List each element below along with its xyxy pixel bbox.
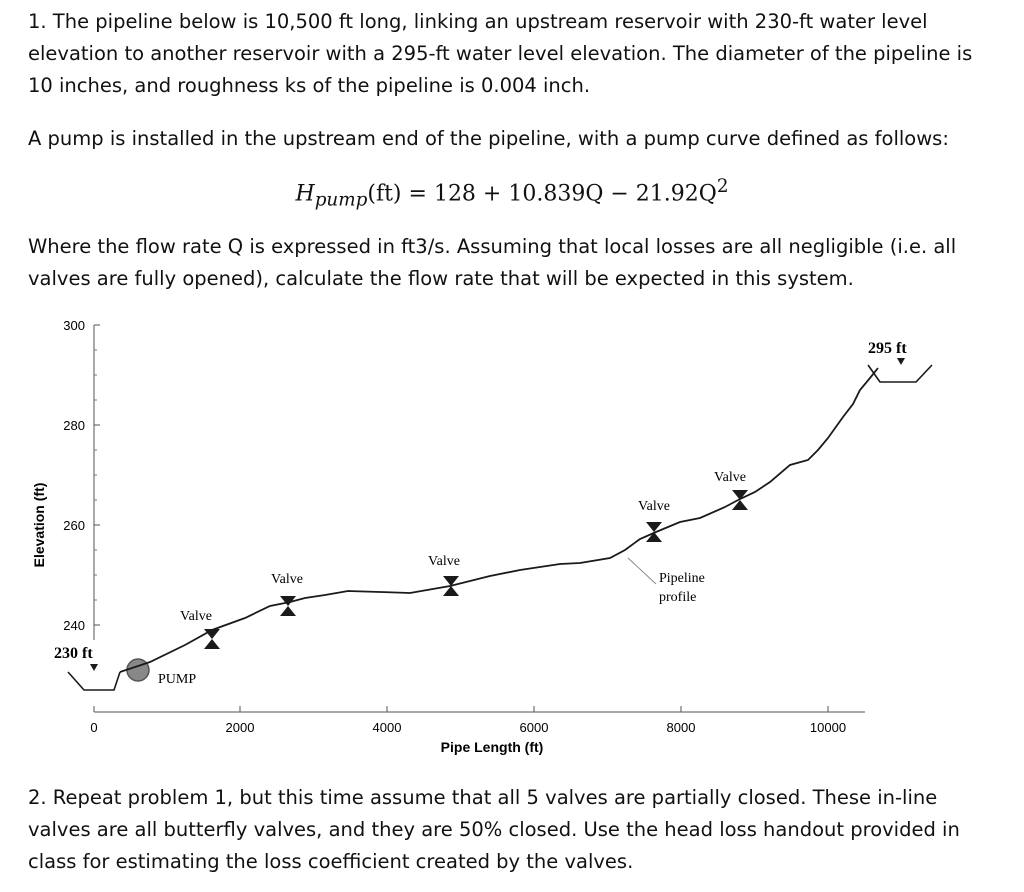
valve-5: Valve — [714, 470, 748, 510]
valve-icon — [280, 596, 296, 616]
x-tick-label: 0 — [90, 720, 97, 735]
valve-icon — [443, 576, 459, 596]
y-tick-label: 280 — [63, 418, 85, 433]
valve-4: Valve — [638, 499, 670, 542]
pipeline-diagram: 300 280 260 240 Elevation (ft) 0 2000 40… — [31, 318, 933, 755]
pipeline-profile-line — [119, 367, 879, 673]
equation-exponent: 2 — [716, 176, 729, 197]
pump-curve-equation: Hpump(ft) = 128 + 10.839Q − 21.92Q2 — [0, 176, 1024, 211]
pipeline-callout-line — [627, 557, 657, 585]
valve-label: Valve — [180, 609, 212, 624]
equation-rhs: = 128 + 10.839Q − 21.92Q — [408, 181, 717, 207]
equation-unit: (ft) — [367, 181, 402, 207]
y-tick-label: 240 — [63, 618, 85, 633]
problem-1-question: Where the flow rate Q is expressed in ft… — [28, 235, 957, 290]
y-tick-label: 260 — [63, 518, 85, 533]
upstream-water-marker-icon — [90, 664, 98, 671]
x-tick-label: 8000 — [667, 720, 696, 735]
valve-label: Valve — [714, 470, 746, 485]
upstream-reservoir — [67, 671, 121, 691]
pipeline-label: profile — [659, 590, 696, 605]
y-axis-label: Elevation (ft) — [31, 483, 47, 568]
x-tick-label: 4000 — [373, 720, 402, 735]
pump-icon — [126, 658, 150, 682]
upstream-level-label: 230 ft — [54, 645, 93, 662]
equation-subscript: pump — [314, 189, 368, 211]
x-axis-label: Pipe Length (ft) — [441, 739, 544, 755]
valve-label: Valve — [638, 499, 670, 514]
downstream-water-marker-icon — [897, 358, 905, 365]
valve-3: Valve — [428, 554, 460, 596]
valve-label: Valve — [271, 572, 303, 587]
valve-2: Valve — [271, 572, 303, 616]
downstream-level-label: 295 ft — [868, 340, 907, 357]
valve-icon — [204, 629, 220, 649]
x-tick-label: 6000 — [520, 720, 549, 735]
y-tick-label: 300 — [63, 318, 85, 333]
pump-sentence: A pump is installed in the upstream end … — [28, 127, 949, 150]
pipeline-figure: 300 280 260 240 Elevation (ft) 0 2000 40… — [0, 300, 1024, 770]
pipeline-label: Pipeline — [659, 571, 705, 586]
valve-label: Valve — [428, 554, 460, 569]
problem-2-text: 2. Repeat problem 1, but this time assum… — [28, 786, 960, 873]
pump-label: PUMP — [158, 672, 196, 687]
x-tick-label: 10000 — [810, 720, 846, 735]
valve-icon — [732, 490, 748, 510]
downstream-reservoir — [867, 364, 933, 383]
y-minor-ticks — [94, 349, 97, 601]
x-tick-label: 2000 — [226, 720, 255, 735]
valve-icon — [646, 522, 662, 542]
valve-1: Valve — [180, 609, 220, 649]
problem-1-intro: 1. The pipeline below is 10,500 ft long,… — [28, 10, 973, 97]
equation-h-symbol: H — [295, 181, 315, 207]
